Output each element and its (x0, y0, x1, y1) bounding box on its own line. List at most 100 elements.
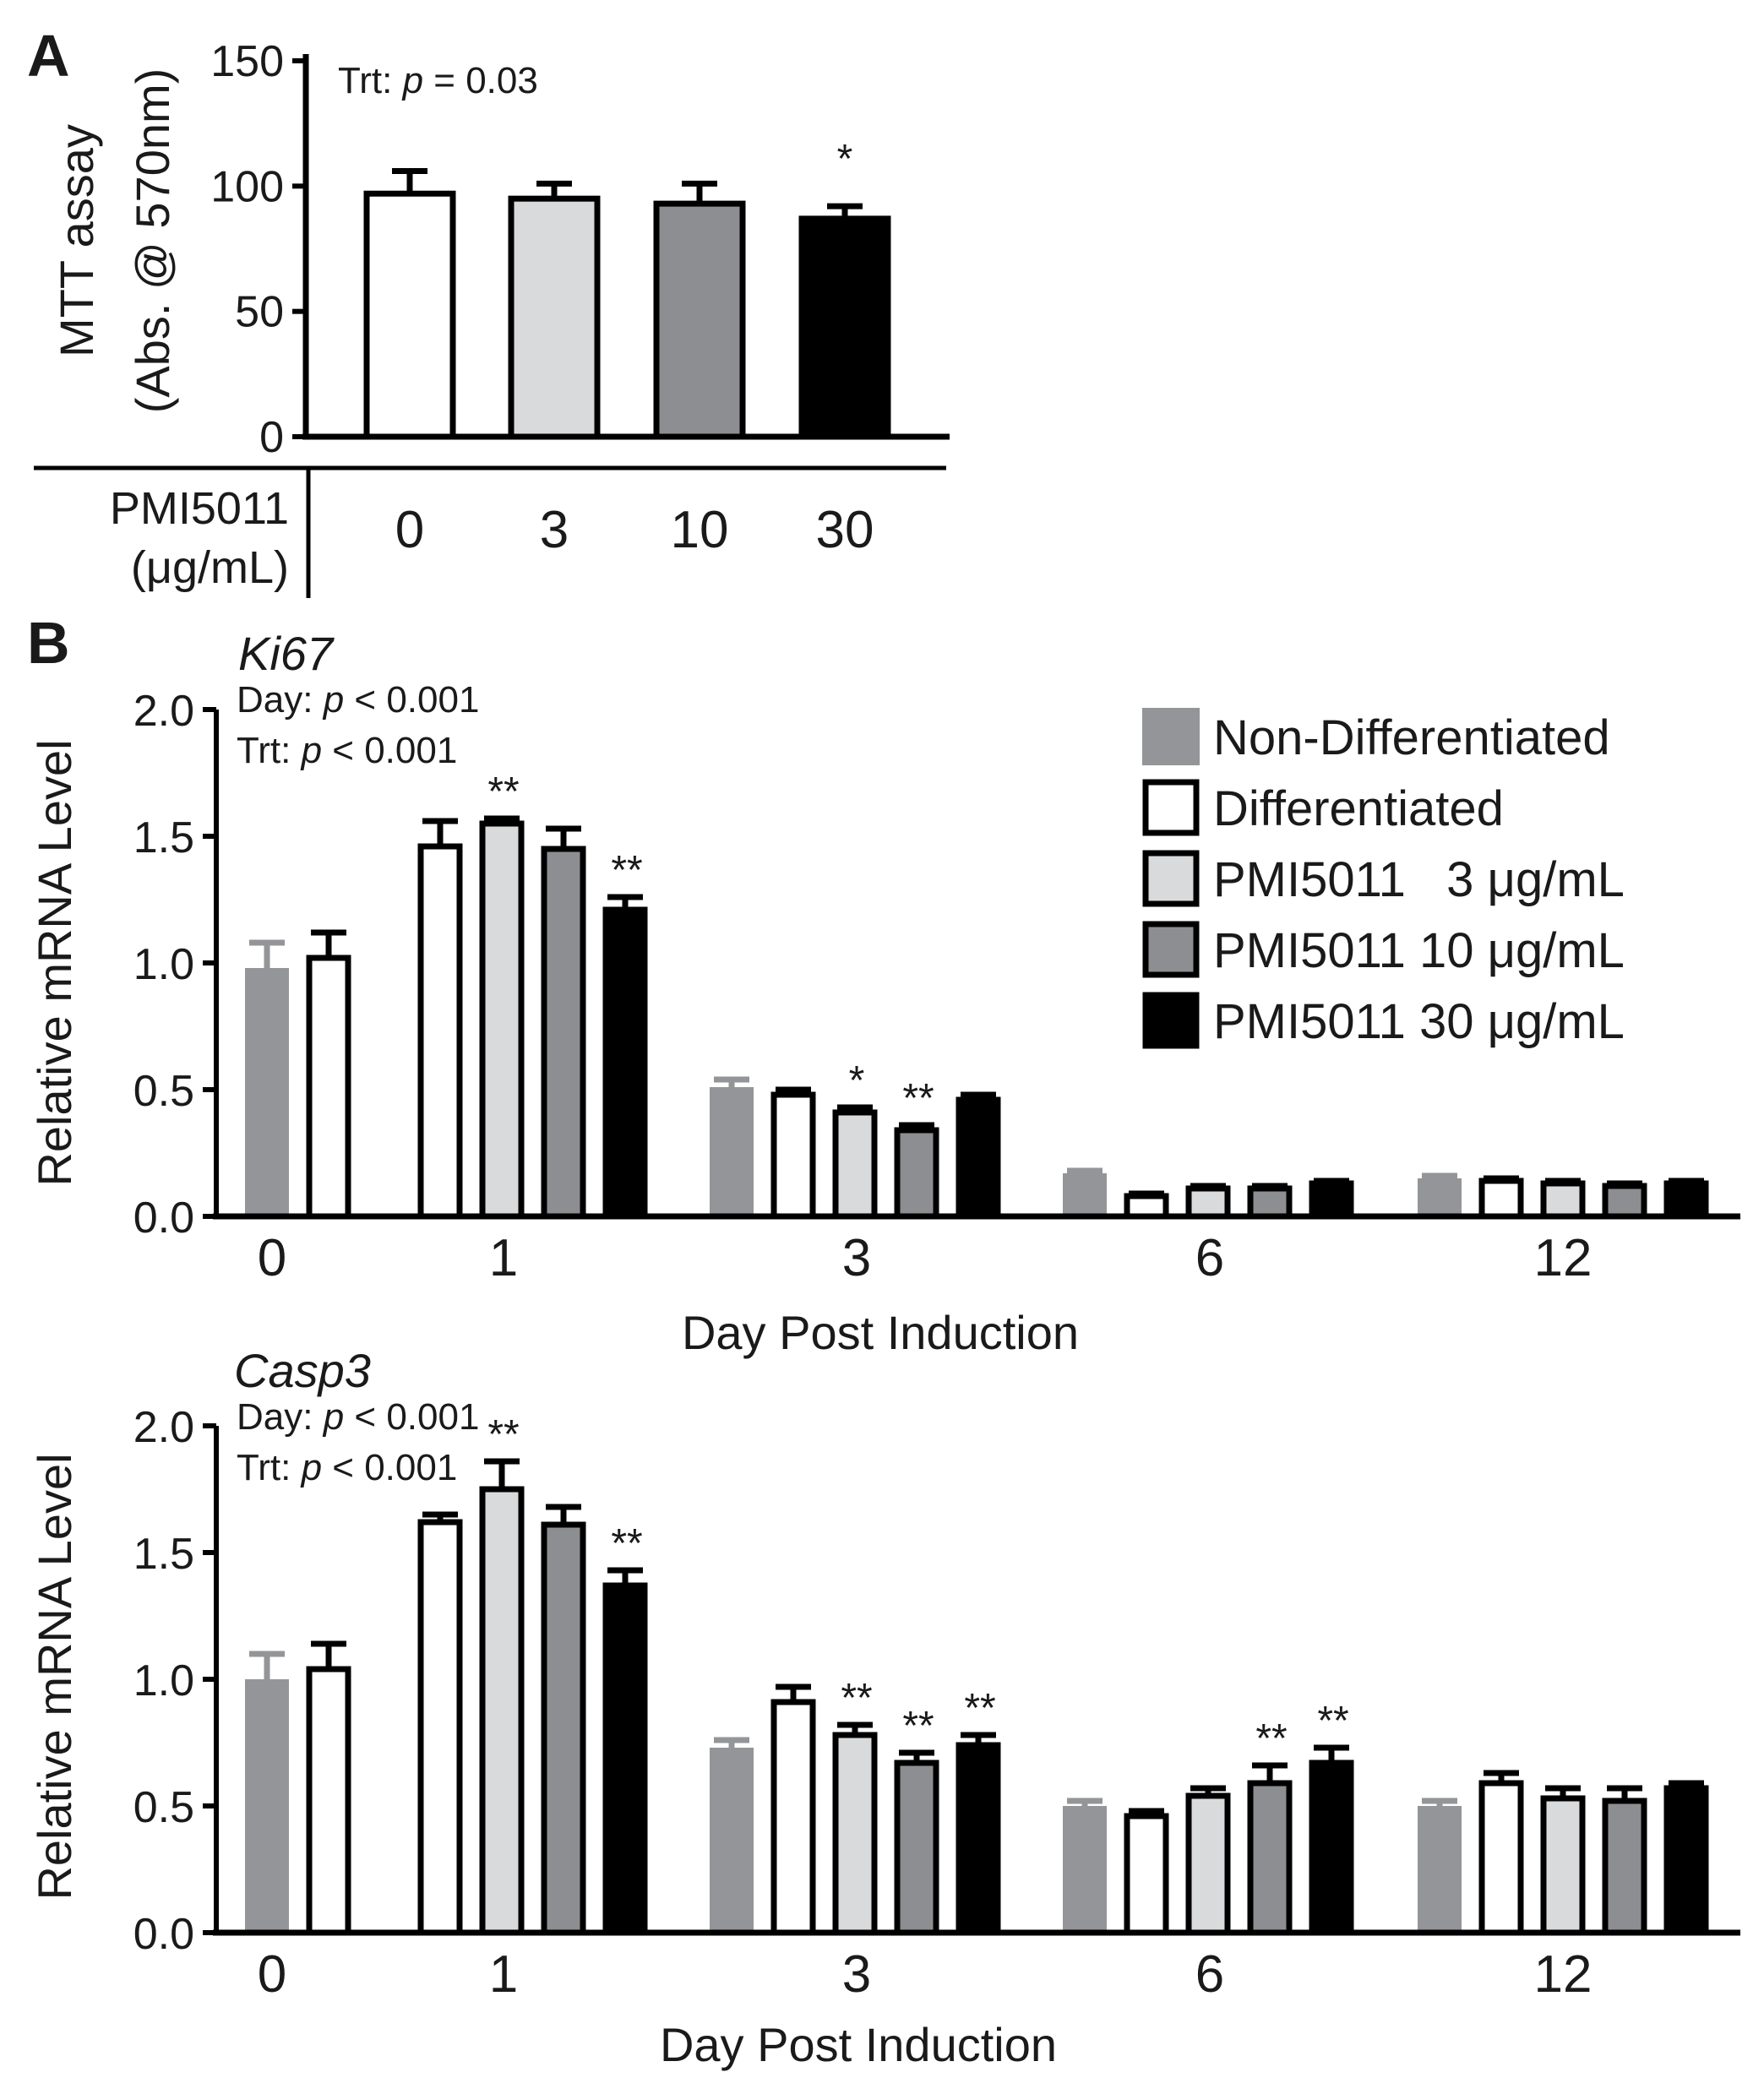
panel-a-bar-0 (363, 190, 456, 440)
bar-day-3-differentiated (770, 1091, 816, 1220)
bar-day-6-pmi5011-30-g-ml (1309, 1180, 1354, 1220)
ytick-label: 0.0 (133, 1194, 194, 1243)
bar-day-6-pmi5011-30-g-ml (1309, 1760, 1354, 1936)
panel-b2-xlabel: Day Post Induction (660, 2018, 1057, 2071)
ytick-label: 1.0 (133, 1656, 194, 1705)
category-day-12: 12 (1534, 1229, 1592, 1287)
ytick-label: 2.0 (133, 687, 194, 736)
legend-label-pmi5011-10-g-ml: PMI5011 10 μg/mL (1213, 923, 1625, 978)
category-day-3: 3 (842, 1945, 871, 2004)
panel-b1-y-ticks: 0.0 0.5 1.0 1.5 2.0 (133, 687, 216, 1243)
legend-swatch-non-differentiated (1142, 708, 1200, 765)
significance-star: ** (841, 1676, 872, 1721)
panel-b2-gene: Casp3 (234, 1344, 371, 1397)
legend-label-non-differentiated: Non-Differentiated (1213, 710, 1610, 765)
category-day-12: 12 (1534, 1945, 1592, 2004)
bar-day-6-pmi5011-10-g-ml (1247, 1780, 1293, 1936)
panel-a-category-30: 30 (816, 501, 874, 559)
bar-day-6-non-differentiated (1063, 1173, 1107, 1216)
bar-day-1-pmi5011-3-g-ml (479, 1486, 525, 1936)
legend-label-differentiated: Differentiated (1213, 781, 1504, 836)
bar-day-3-pmi5011-30-g-ml (956, 1096, 1001, 1220)
bar-day-3-non-differentiated (710, 1087, 754, 1216)
bar-day-3-non-differentiated (710, 1748, 754, 1933)
ytick-label: 0.5 (133, 1067, 194, 1116)
bar-day-1-pmi5011-30-g-ml (602, 906, 648, 1220)
ytick-label: 1.5 (133, 1530, 194, 1579)
significance-star: ** (487, 770, 519, 814)
bar-day-12-non-differentiated (1418, 1806, 1462, 1933)
panel-b1-stat-day: Day: p < 0.001 (237, 679, 479, 721)
panel-a-stat: Trt: p = 0.03 (338, 60, 538, 101)
panel-b2-categories: 0 1 3 6 12 (258, 1945, 1592, 2004)
category-day-0: 0 (258, 1945, 286, 2004)
category-day-3: 3 (842, 1229, 871, 1287)
panel-a-y-ticks: 0 50 100 150 (210, 37, 306, 462)
bar-day-0-non-differentiated (245, 1679, 289, 1933)
panel-b2-stat-trt: Trt: p < 0.001 (237, 1447, 457, 1488)
significance-star: * (837, 137, 853, 182)
panel-a: A MTT assay (Abs. @ 570nm) Trt: p = 0.03… (27, 23, 950, 598)
bar-day-6-non-differentiated (1063, 1806, 1107, 1933)
bar-day-1-pmi5011-10-g-ml (541, 1521, 586, 1936)
bar-day-12-pmi5011-10-g-ml (1602, 1183, 1647, 1220)
panel-label-a: A (27, 23, 70, 89)
panel-a-xlabel: PMI5011 (110, 483, 289, 534)
ytick-label: 2.0 (133, 1403, 194, 1452)
panel-b1-bars: ***** ** (245, 770, 1709, 1220)
significance-star: ** (964, 1686, 995, 1731)
bar-day-3-differentiated (770, 1699, 816, 1936)
panel-b-casp3: Casp3 Day: p < 0.001 Trt: p < 0.001 Rela… (28, 1344, 1740, 2071)
panel-b2-stat-day: Day: p < 0.001 (237, 1396, 479, 1438)
bar-day-12-differentiated (1478, 1780, 1524, 1936)
legend-swatch-differentiated (1142, 779, 1200, 836)
panel-b1-stat-trt: Trt: p < 0.001 (237, 730, 457, 771)
panel-label-b: B (27, 610, 70, 676)
panel-a-bar-10 (653, 200, 746, 440)
panel-b2-bars: ** ** ** ** ** ** ** (245, 1412, 1709, 1936)
panel-a-category-10: 10 (671, 501, 729, 559)
panel-a-xlabel-units: (μg/mL) (131, 542, 289, 593)
category-day-1: 1 (489, 1945, 518, 2004)
bar-day-6-differentiated (1124, 1193, 1169, 1220)
significance-star: ** (1317, 1699, 1348, 1743)
bar-day-6-pmi5011-3-g-ml (1185, 1792, 1231, 1936)
bar-day-12-pmi5011-30-g-ml (1663, 1180, 1709, 1220)
bar-day-12-pmi5011-10-g-ml (1602, 1798, 1647, 1936)
significance-star: ** (611, 1521, 642, 1566)
bar-day-12-pmi5011-3-g-ml (1540, 1180, 1586, 1220)
bar-day-6-differentiated (1124, 1813, 1169, 1936)
significance-star: * (849, 1058, 865, 1103)
panel-a-ytick-label: 0 (259, 413, 284, 462)
panel-a-categories: 0 3 10 30 (395, 501, 874, 559)
panel-b-ki67: B Ki67 Day: p < 0.001 Trt: p < 0.001 Rel… (27, 610, 1740, 1359)
legend-swatch-pmi5011-3-g-ml (1142, 850, 1200, 907)
ytick-label: 1.5 (133, 813, 194, 862)
bar-day-0-non-differentiated (245, 968, 289, 1216)
legend: Non-Differentiated Differentiated PMI5011 … (1142, 708, 1625, 1049)
bar-day-6-pmi5011-3-g-ml (1185, 1185, 1231, 1220)
panel-a-bars: * (363, 137, 891, 440)
bar-day-3-pmi5011-3-g-ml (832, 1732, 878, 1936)
bar-day-12-pmi5011-30-g-ml (1663, 1785, 1709, 1936)
significance-star: ** (902, 1076, 934, 1121)
panel-a-ylabel: MTT assay (50, 124, 103, 357)
category-day-6: 6 (1195, 1945, 1224, 2004)
bar-day-1-pmi5011-10-g-ml (541, 846, 586, 1220)
bar-day-1-differentiated (417, 1519, 463, 1936)
significance-star: ** (611, 848, 642, 893)
legend-swatch-pmi5011-30-g-ml (1142, 992, 1200, 1049)
panel-a-ytick-label: 150 (210, 37, 284, 86)
panel-b2-ylabel: Relative mRNA Level (28, 1453, 81, 1900)
panel-a-bar-3 (508, 195, 601, 440)
panel-b1-categories: 0 1 3 6 12 (258, 1229, 1592, 1287)
panel-b1-ylabel: Relative mRNA Level (28, 739, 81, 1186)
category-day-6: 6 (1195, 1229, 1224, 1287)
bar-day-12-pmi5011-3-g-ml (1540, 1795, 1586, 1936)
bar-day-3-pmi5011-3-g-ml (832, 1109, 878, 1220)
bar-day-0-differentiated (306, 955, 351, 1220)
significance-star: ** (487, 1412, 519, 1457)
bar-day-6-pmi5011-10-g-ml (1247, 1185, 1293, 1220)
bar-day-3-pmi5011-10-g-ml (894, 1760, 939, 1936)
panel-a-ytick-label: 100 (210, 162, 284, 211)
